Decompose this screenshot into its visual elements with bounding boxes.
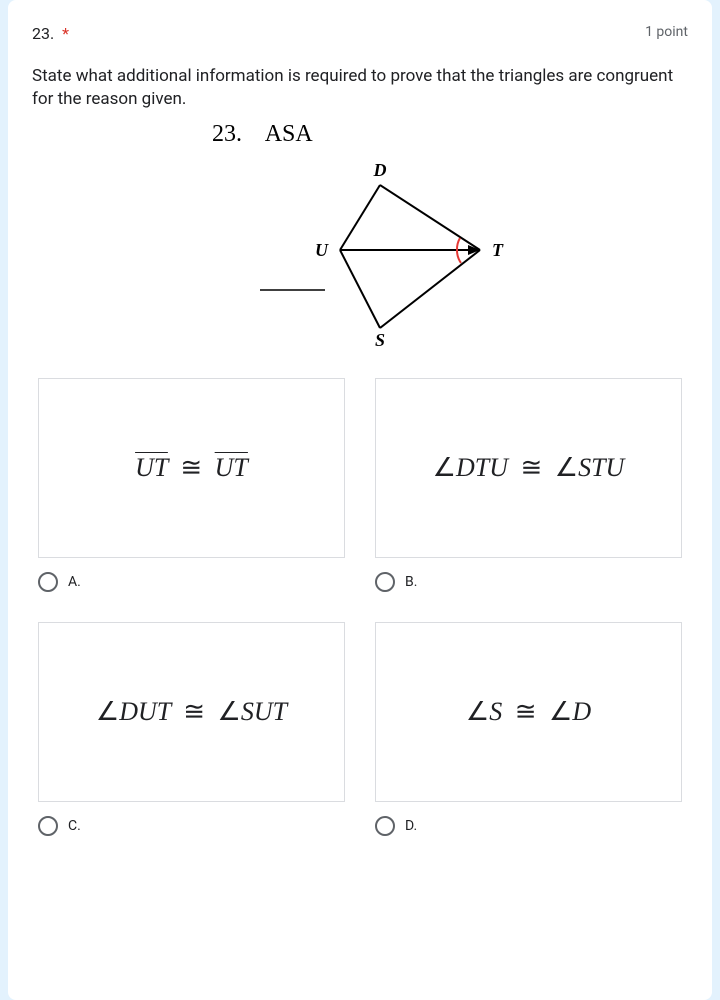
answer-cell-a: UT ≅ UT A. bbox=[38, 378, 345, 610]
q-number-text: 23. bbox=[32, 24, 54, 43]
answer-expr-a: UT ≅ UT bbox=[135, 453, 248, 483]
radio-d[interactable] bbox=[375, 816, 395, 836]
radio-label-d: D. bbox=[405, 818, 417, 834]
label-U: U bbox=[315, 240, 329, 260]
question-number: 23. * bbox=[32, 24, 69, 43]
answer-cell-c: ∠DUT ≅ ∠SUT C. bbox=[38, 622, 345, 854]
answer-expr-d: ∠S ≅ ∠D bbox=[466, 697, 591, 727]
radio-c[interactable] bbox=[38, 816, 58, 836]
option-c[interactable]: C. bbox=[38, 812, 345, 854]
question-text: State what additional information is req… bbox=[32, 65, 688, 111]
radio-label-a: A. bbox=[68, 574, 81, 590]
figure-number: 23. bbox=[212, 121, 242, 147]
answer-cell-d: ∠S ≅ ∠D D. bbox=[375, 622, 682, 854]
radio-label-c: C. bbox=[68, 818, 81, 834]
option-b[interactable]: B. bbox=[375, 568, 682, 610]
answer-cell-b: ∠DTU ≅ ∠STU B. bbox=[375, 378, 682, 610]
figure-title: 23. ASA bbox=[32, 121, 688, 148]
answer-grid: UT ≅ UT A. ∠DTU ≅ ∠STU B. bbox=[32, 378, 688, 854]
option-d[interactable]: D. bbox=[375, 812, 682, 854]
label-D: D bbox=[373, 160, 387, 180]
answer-box-a: UT ≅ UT bbox=[38, 378, 345, 558]
option-a[interactable]: A. bbox=[38, 568, 345, 610]
radio-label-b: B. bbox=[405, 574, 417, 590]
question-header: 23. * 1 point bbox=[32, 24, 688, 43]
answer-expr-c: ∠DUT ≅ ∠SUT bbox=[96, 697, 287, 727]
radio-b[interactable] bbox=[375, 572, 395, 592]
points-label: 1 point bbox=[645, 24, 688, 40]
figure-method: ASA bbox=[265, 121, 313, 147]
required-asterisk: * bbox=[62, 24, 69, 43]
triangle-diagram: D U T S bbox=[210, 160, 510, 350]
label-S: S bbox=[375, 330, 385, 350]
question-card: 23. * 1 point State what additional info… bbox=[8, 0, 712, 1000]
radio-a[interactable] bbox=[38, 572, 58, 592]
label-T: T bbox=[492, 240, 504, 260]
answer-box-b: ∠DTU ≅ ∠STU bbox=[375, 378, 682, 558]
answer-box-d: ∠S ≅ ∠D bbox=[375, 622, 682, 802]
answer-expr-b: ∠DTU ≅ ∠STU bbox=[433, 453, 625, 483]
answer-box-c: ∠DUT ≅ ∠SUT bbox=[38, 622, 345, 802]
figure-wrap: D U T S bbox=[32, 156, 688, 378]
